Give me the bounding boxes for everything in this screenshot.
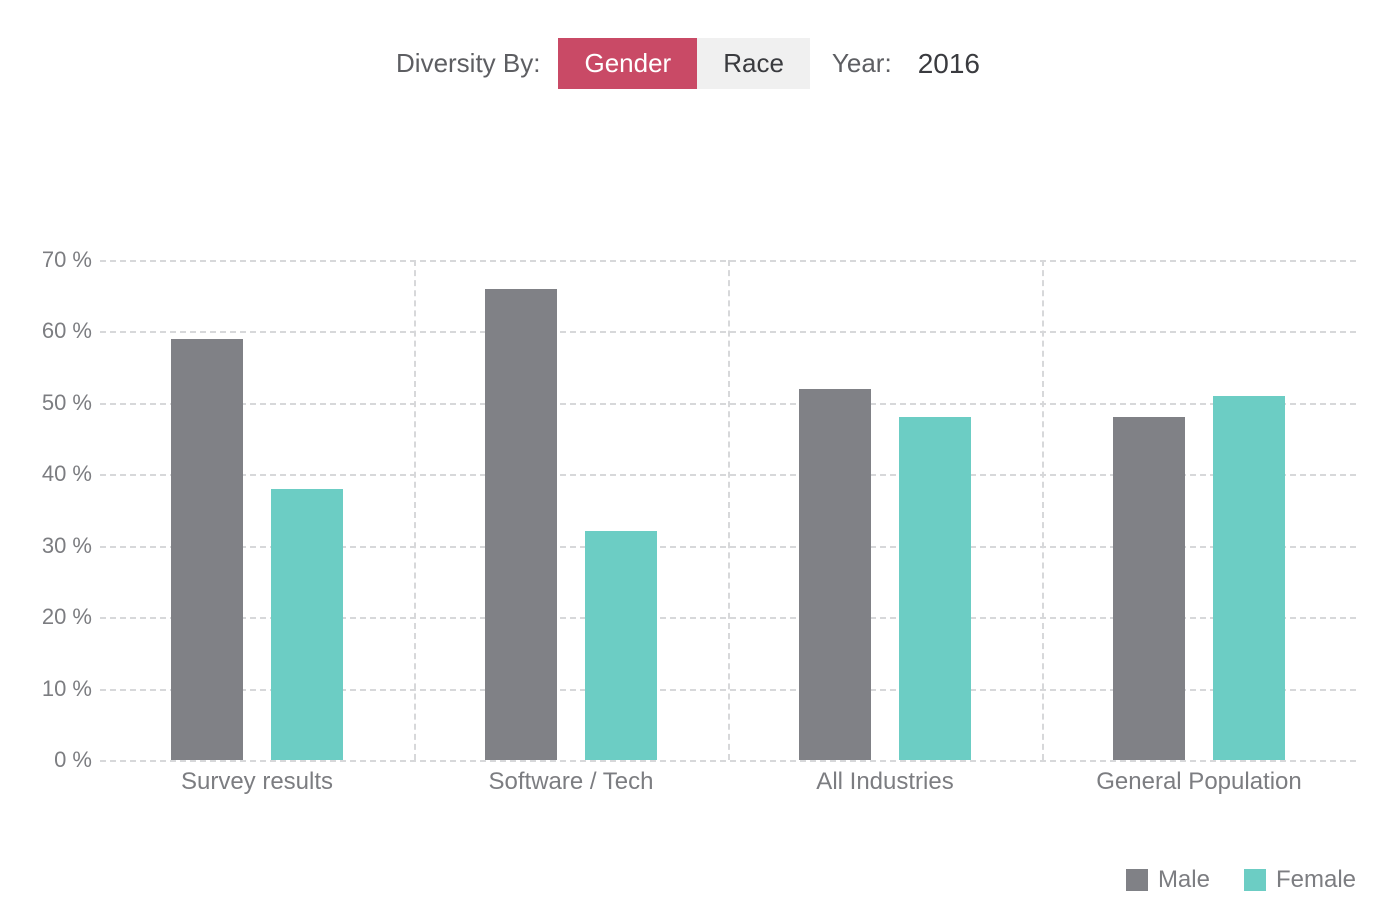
x-tick-label: General Population <box>1096 768 1301 796</box>
panel-divider <box>414 260 416 760</box>
bar-male <box>1113 417 1185 760</box>
y-tick-label: 20 % <box>20 605 92 629</box>
year-label: Year: <box>832 48 892 79</box>
year-control: Year: 2016 <box>832 48 980 80</box>
y-tick-label: 60 % <box>20 319 92 343</box>
diversity-segmented: Gender Race <box>558 38 809 89</box>
diversity-control: Diversity By: Gender Race <box>396 38 810 89</box>
x-tick-label: Survey results <box>181 768 333 796</box>
bar-female <box>271 489 343 760</box>
legend-item-male: Male <box>1126 866 1210 894</box>
y-tick-label: 30 % <box>20 534 92 558</box>
y-tick-label: 0 % <box>20 748 92 772</box>
legend-label-male: Male <box>1158 866 1210 894</box>
legend: Male Female <box>1126 866 1356 894</box>
bar-female <box>899 417 971 760</box>
panel-divider <box>728 260 730 760</box>
bar-male <box>171 339 243 760</box>
controls-bar: Diversity By: Gender Race Year: 2016 <box>0 0 1376 89</box>
legend-label-female: Female <box>1276 866 1356 894</box>
legend-item-female: Female <box>1244 866 1356 894</box>
panel-divider <box>1042 260 1044 760</box>
y-tick-label: 10 % <box>20 676 92 700</box>
bar-female <box>1213 396 1285 760</box>
x-tick-label: Software / Tech <box>489 768 654 796</box>
bar-male <box>485 289 557 760</box>
y-tick-label: 50 % <box>20 391 92 415</box>
gridline <box>100 760 1356 762</box>
plot-area <box>100 260 1356 760</box>
y-tick-label: 40 % <box>20 462 92 486</box>
x-tick-label: All Industries <box>816 768 953 796</box>
y-tick-label: 70 % <box>20 248 92 272</box>
bar-male <box>799 389 871 760</box>
segment-gender[interactable]: Gender <box>558 38 697 89</box>
legend-swatch-female <box>1244 869 1266 891</box>
legend-swatch-male <box>1126 869 1148 891</box>
year-value[interactable]: 2016 <box>918 48 980 80</box>
diversity-label: Diversity By: <box>396 48 540 79</box>
segment-race[interactable]: Race <box>697 38 810 89</box>
chart: 0 % 10 % 20 % 30 % 40 % 50 % 60 % 70 % Survey re… <box>20 240 1356 820</box>
bar-female <box>585 531 657 760</box>
